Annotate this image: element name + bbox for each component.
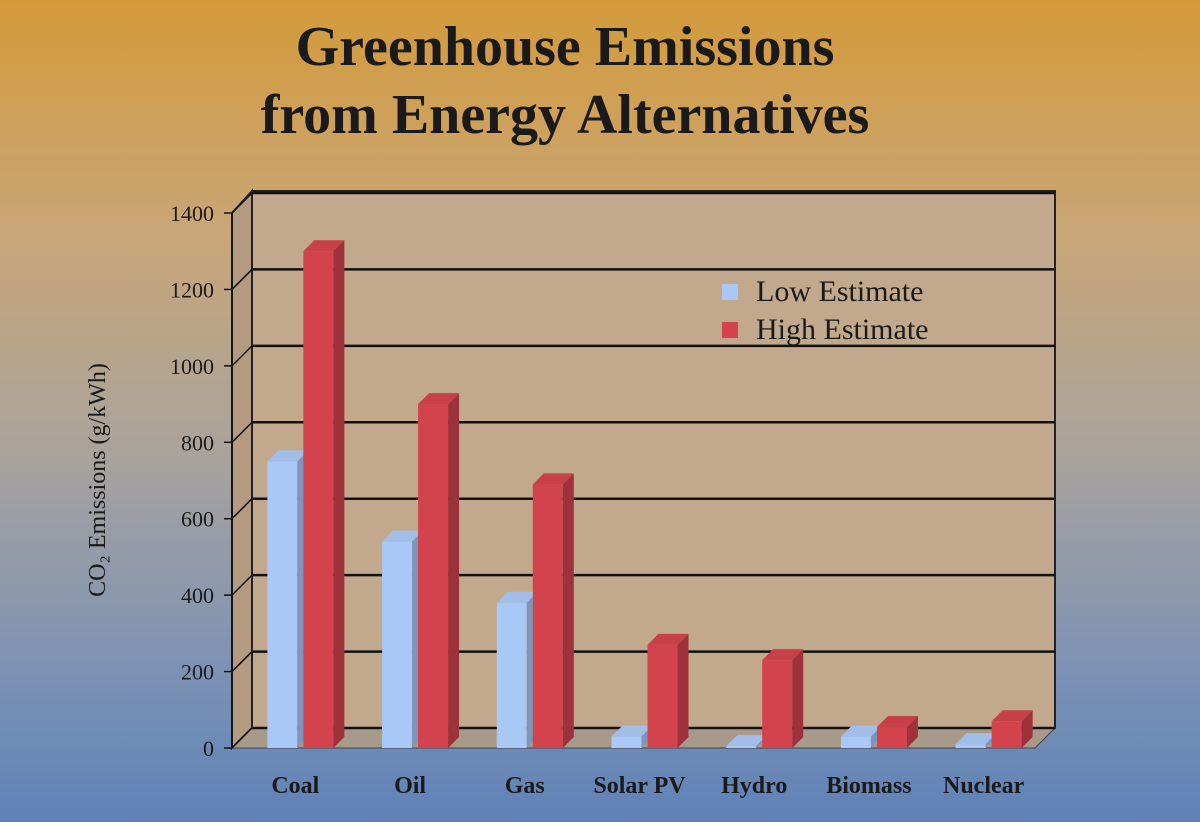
bar-top: [303, 240, 345, 252]
chart-title: from Energy Alternatives: [261, 84, 870, 146]
bar-front: [532, 484, 563, 748]
bar: [496, 591, 538, 748]
bar-top: [876, 715, 918, 727]
y-tick-label: 1000: [170, 354, 214, 379]
bar: [762, 649, 804, 748]
bar-top: [840, 725, 882, 737]
grid-line: [231, 421, 1055, 443]
x-tick-label: Nuclear: [943, 773, 1025, 799]
plot-side-wall: [231, 188, 253, 751]
bar-top: [611, 725, 653, 737]
y-tick-label: 1400: [170, 201, 214, 226]
grid-line: [231, 497, 1055, 520]
y-tick-label: 400: [181, 583, 214, 608]
grid-line-side: [231, 421, 253, 443]
bar-front: [267, 461, 298, 748]
bar-side: [448, 393, 460, 748]
bar-top: [267, 450, 309, 462]
bar-top: [726, 735, 768, 747]
bar-front: [991, 721, 1022, 748]
bar-top: [418, 393, 460, 405]
bar-front: [762, 660, 793, 748]
grid-line-side: [231, 192, 253, 214]
grid-line: [231, 191, 1055, 214]
bar: [303, 240, 345, 748]
grid-line-side: [231, 651, 253, 673]
bar-top: [762, 649, 804, 661]
bar-front: [382, 541, 413, 748]
y-axis-label: CO₂ Emissions (g/kWh): [85, 363, 111, 597]
bar: [382, 530, 424, 748]
bar-front: [876, 726, 907, 748]
bar-front: [840, 736, 871, 748]
bar-side: [677, 633, 689, 748]
x-tick-label: Oil: [394, 773, 426, 799]
bar-side: [333, 240, 345, 748]
grid-line: [231, 268, 1055, 290]
bar-top: [382, 530, 424, 542]
y-tick-label: 1200: [170, 277, 214, 302]
bar-front: [496, 602, 527, 748]
x-tick-label: Coal: [271, 773, 319, 799]
bar-side: [1021, 710, 1033, 748]
y-tick-label: 200: [181, 660, 214, 685]
legend-swatch: [722, 284, 738, 300]
chart-title: Greenhouse Emissions: [296, 16, 835, 78]
bar-top: [991, 710, 1033, 722]
bar-front: [418, 404, 449, 748]
legend-swatch: [722, 322, 738, 338]
bar-top: [532, 473, 574, 485]
grid-line-side: [231, 268, 253, 290]
bar-front: [303, 251, 334, 748]
bar-side: [906, 715, 918, 748]
bar: [876, 715, 918, 748]
bar-top: [647, 633, 689, 645]
legend-label: High Estimate: [756, 313, 928, 346]
bar: [532, 473, 574, 748]
x-tick-label: Solar PV: [593, 773, 686, 799]
bar: [418, 393, 460, 748]
grid-line-side: [231, 727, 253, 749]
grid-line-side: [231, 574, 253, 596]
bar-side: [562, 473, 574, 748]
grid-line-side: [231, 498, 253, 520]
bar: [991, 710, 1033, 748]
bar-top: [496, 591, 538, 603]
x-tick-label: Biomass: [826, 773, 911, 799]
grid-line: [231, 344, 1055, 367]
x-tick-label: Hydro: [721, 773, 787, 799]
y-tick-label: 800: [181, 430, 214, 455]
bar-front: [611, 736, 642, 748]
y-tick-label: 0: [203, 736, 214, 761]
bar-front: [955, 744, 986, 748]
grid-line-side: [231, 345, 253, 367]
legend-label: Low Estimate: [756, 275, 923, 308]
bar-front: [647, 644, 678, 748]
x-tick-label: Gas: [505, 773, 545, 799]
bar-front: [726, 746, 757, 748]
bar: [267, 450, 309, 748]
y-tick-label: 600: [181, 507, 214, 532]
bar: [647, 633, 689, 748]
bar-side: [792, 649, 804, 748]
bar-top: [955, 733, 997, 745]
